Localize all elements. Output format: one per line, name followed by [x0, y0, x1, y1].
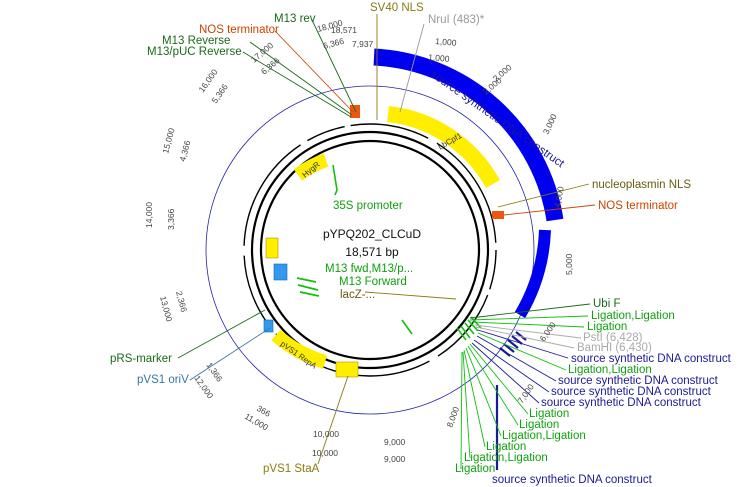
- label-ligation-7[interactable]: Ligation: [486, 441, 526, 453]
- backbone-outer-dashed: [243, 123, 497, 377]
- label-ligation-3[interactable]: Ligation,Ligation: [568, 364, 652, 376]
- label-construct-4[interactable]: source synthetic DNA construct: [551, 386, 712, 398]
- staa-feature[interactable]: [335, 361, 359, 378]
- tick-1000-inner: 1,000: [428, 52, 450, 64]
- backbone-outer-strand: [250, 130, 490, 370]
- nos-terminator-top-mark[interactable]: [350, 105, 360, 118]
- tick-4000: 4,000: [552, 185, 566, 208]
- tick-3366: 3,366: [166, 208, 176, 230]
- tick-1000-top: 1,000: [435, 36, 457, 48]
- vs1-feature[interactable]: [265, 237, 279, 259]
- label-m13-rev[interactable]: M13 rev: [274, 13, 316, 25]
- label-construct-5[interactable]: source synthetic DNA construct: [541, 397, 702, 409]
- label-ligation-9[interactable]: Ligation: [455, 463, 495, 475]
- label-ligation-1[interactable]: Ligation,Ligation: [591, 310, 675, 322]
- tick-3000: 3,000: [541, 112, 559, 136]
- label-ligation-8[interactable]: Ligation,Ligation: [464, 452, 548, 464]
- tick-10000-b: 10,000: [312, 448, 338, 458]
- ruler-tick-labels: 18,571 1,000 1,000 2,000 2,000 3,000 4,0…: [144, 17, 574, 464]
- tick-9000-b: 9,000: [384, 454, 406, 464]
- repa-feature[interactable]: [271, 329, 328, 369]
- tick-5366: 5,366: [209, 82, 230, 105]
- label-pvs1-oriv[interactable]: pVS1 oriV: [137, 374, 189, 386]
- tick-18571: 18,571: [331, 25, 357, 35]
- label-construct-3[interactable]: source synthetic DNA construct: [558, 375, 719, 387]
- label-construct-2[interactable]: source synthetic DNA construct: [571, 353, 732, 365]
- lbcpf1-feature[interactable]: [386, 106, 501, 188]
- tick-8000: 8,000: [444, 405, 461, 429]
- tick-12000: 12,000: [192, 373, 215, 400]
- plasmid-size: 18,571 bp: [345, 245, 399, 259]
- label-psti[interactable]: PstI (6,428): [583, 332, 643, 344]
- tick-5000: 5,000: [564, 253, 574, 275]
- label-nrui[interactable]: NruI (483)*: [428, 14, 485, 26]
- label-ligation-5[interactable]: Ligation: [519, 419, 559, 431]
- tick-14000: 14,000: [144, 202, 154, 228]
- tick-1366: 1,366: [204, 360, 225, 383]
- tick-13000: 13,000: [158, 295, 174, 323]
- label-ligation-4[interactable]: Ligation: [529, 408, 569, 420]
- label-ligation-6[interactable]: Ligation,Ligation: [502, 430, 586, 442]
- tick-15000: 15,000: [160, 127, 176, 155]
- inner-reference-circle: [205, 85, 535, 415]
- label-m13-reverse[interactable]: M13 Reverse: [162, 35, 230, 47]
- tick-6000: 6,000: [537, 320, 558, 343]
- label-construct-6[interactable]: source synthetic DNA construct: [492, 474, 653, 486]
- construct-arc-lower[interactable]: [514, 229, 551, 319]
- label-35s-promoter[interactable]: 35S promoter: [333, 200, 403, 212]
- label-nucleoplasmin-nls[interactable]: nucleoplasmin NLS: [592, 179, 691, 191]
- label-m13-forward[interactable]: M13 Forward: [339, 276, 407, 288]
- nos-terminator-right-mark[interactable]: [492, 211, 504, 219]
- promoter-35s-arrow[interactable]: [332, 164, 338, 196]
- label-bamhi[interactable]: BamHI (6,430): [577, 342, 652, 354]
- label-sv40-nls[interactable]: SV40 NLS: [370, 2, 424, 14]
- tick-10000-a: 10,000: [313, 429, 339, 439]
- label-prs-marker[interactable]: pRS-marker: [110, 353, 172, 365]
- lacz-mark[interactable]: [401, 319, 413, 335]
- label-lacz[interactable]: lacZ-...: [340, 289, 375, 301]
- label-ubi-f[interactable]: Ubi F: [593, 298, 620, 310]
- oriv-feature[interactable]: [273, 263, 288, 281]
- label-nos-terminator-top[interactable]: NOS terminator: [199, 24, 279, 36]
- label-m13-puc-reverse[interactable]: M13/pUC Reverse: [147, 46, 242, 58]
- tick-9000-a: 9,000: [384, 437, 406, 447]
- tick-6366b: 6,366: [322, 36, 345, 51]
- leader-lines: [177, 14, 596, 470]
- tick-2366: 2,366: [174, 290, 189, 313]
- label-ligation-2[interactable]: Ligation: [587, 321, 627, 333]
- plasmid-name: pYPQ202_CLCuD: [323, 227, 421, 241]
- m13-fwd-marks[interactable]: [296, 277, 320, 297]
- label-pvs1-staa[interactable]: pVS1 StaA: [263, 463, 320, 475]
- backbone-inner-strand: [259, 139, 481, 361]
- hygr-feature[interactable]: [293, 153, 329, 181]
- oriv-small-feature[interactable]: [263, 319, 274, 333]
- tick-4366: 4,366: [177, 139, 192, 162]
- label-nos-terminator-right[interactable]: NOS terminator: [598, 200, 678, 212]
- label-m13-fwd[interactable]: M13 fwd,M13/p...: [325, 263, 413, 275]
- tick-7937: 7,937: [352, 39, 374, 49]
- construct-arc-main[interactable]: [373, 48, 564, 222]
- construct-cluster-ticks: [495, 331, 527, 470]
